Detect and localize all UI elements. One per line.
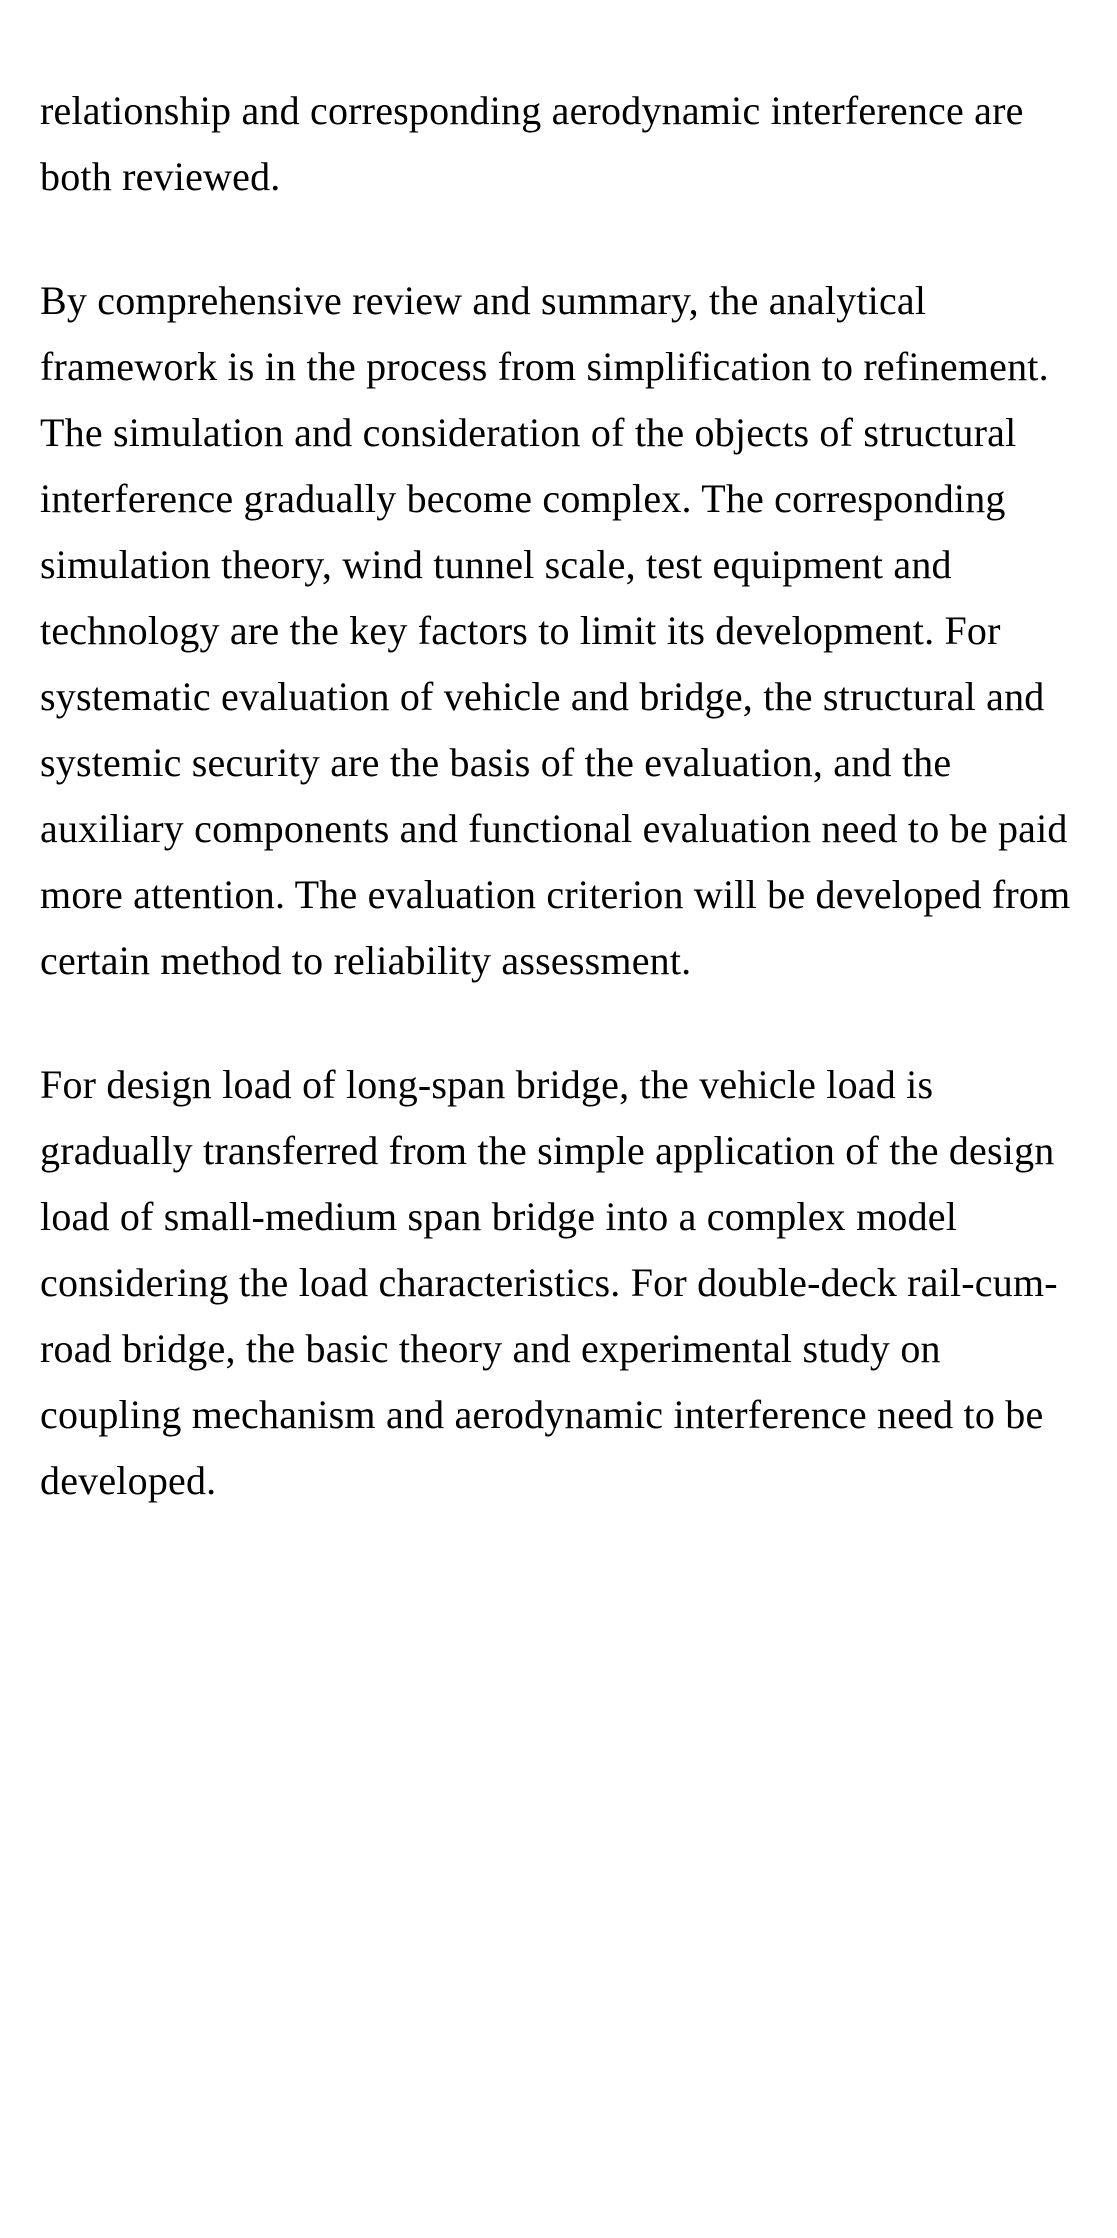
document-body: relationship and corresponding aerodynam… <box>40 78 1077 1514</box>
paragraph-2: By comprehensive review and summary, the… <box>40 268 1077 994</box>
paragraph-3: For design load of long-span bridge, the… <box>40 1052 1077 1514</box>
paragraph-1: relationship and corresponding aerodynam… <box>40 78 1077 210</box>
